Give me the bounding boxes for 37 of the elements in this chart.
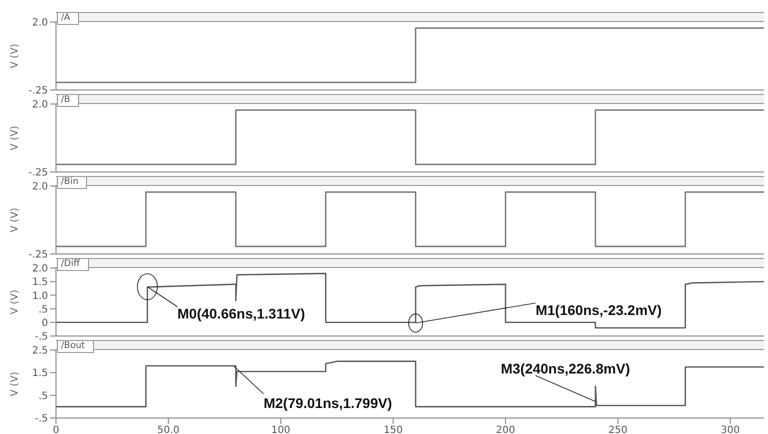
y-tick-label: -.25 [28,168,48,179]
annotation: M1(160ns,-23.2mV) [536,302,662,318]
y-axis-title: V (V) [10,290,21,314]
annotation: M0(40.66ns,1.311V) [177,306,306,322]
y-axis-title: V (V) [10,372,21,396]
y-tick-label: -.25 [28,86,48,97]
x-tick-label: 50.0 [157,425,180,434]
y-tick-label: 1.5 [32,368,48,380]
y-tick-label: 2.0 [32,18,48,29]
x-tick-label: 200 [496,425,516,434]
y-tick-label: .5 [38,304,48,316]
y-tick-label: -.5 [34,332,48,343]
x-tick-label: 100 [271,425,290,434]
y-tick-label: 2.0 [32,264,48,275]
chart-title: /Bout [57,340,94,353]
x-tick-label: 150 [384,425,403,434]
y-tick-label: 2.0 [32,100,48,111]
chart-title: /Bin [57,176,88,189]
y-tick-label: .5 [38,390,48,402]
chart-title: /Diff [57,258,89,271]
y-tick-label: -.5 [34,414,48,425]
annotation: M3(240ns,226.8mV) [500,360,630,377]
y-tick-label: 1.0 [32,290,48,302]
chart-title: /A [57,12,80,25]
y-axis-title: V (V) [10,126,21,150]
x-tick-label: 250 [608,425,628,434]
chart-title: /B [57,94,80,107]
y-tick-label: 1.5 [32,277,48,288]
y-tick-label: 2.5 [32,346,48,357]
annotation: M2(79.01ns,1.799V) [264,394,392,411]
y-tick-label: 2.0 [32,182,48,193]
y-tick-label: -.25 [28,250,48,261]
x-tick-label: 0 [52,425,60,434]
y-axis-title: V (V) [10,208,21,232]
y-axis-title: V (V) [10,44,21,68]
y-tick-label: 0 [42,318,48,329]
x-tick-label: 300 [720,425,740,434]
